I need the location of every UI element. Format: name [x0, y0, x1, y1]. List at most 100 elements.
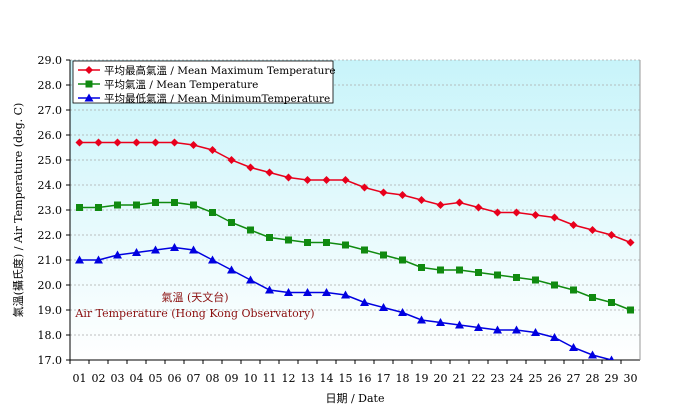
x-tick-label: 28	[586, 372, 600, 385]
legend-label: 平均氣溫 / Mean Temperature	[104, 78, 258, 91]
data-point	[170, 138, 179, 147]
data-point	[285, 236, 292, 244]
data-point	[265, 285, 274, 294]
data-point	[151, 245, 160, 254]
data-point	[189, 141, 198, 149]
data-point	[171, 199, 178, 206]
data-point	[418, 264, 425, 271]
x-tick-label: 01	[73, 372, 87, 385]
x-tick-label: 12	[282, 372, 296, 385]
x-tick-label: 21	[453, 372, 467, 385]
legend-marker	[85, 80, 93, 88]
x-tick-label: 15	[339, 372, 353, 385]
data-point	[151, 138, 160, 147]
data-point	[550, 213, 559, 222]
data-point	[475, 269, 482, 276]
data-point	[474, 323, 483, 331]
data-point	[608, 299, 615, 306]
data-point	[436, 318, 445, 326]
data-point	[360, 183, 369, 192]
data-point	[323, 239, 330, 246]
data-point	[75, 138, 84, 147]
x-tick-label: 23	[491, 372, 505, 385]
x-tick-label: 27	[567, 372, 581, 385]
data-point	[342, 241, 349, 249]
x-tick-label: 05	[149, 372, 163, 385]
data-point	[589, 294, 596, 301]
x-tick-label: 03	[111, 372, 125, 385]
data-point	[208, 255, 217, 264]
y-tick-label: 17.0	[38, 354, 63, 367]
x-tick-label: 04	[130, 372, 144, 385]
x-tick-label: 24	[510, 372, 524, 385]
data-point	[76, 204, 83, 211]
y-tick-label: 18.0	[38, 329, 63, 342]
data-point	[550, 333, 559, 341]
x-tick-label: 06	[168, 372, 182, 385]
x-tick-label: 02	[92, 372, 106, 385]
data-point	[341, 176, 350, 184]
x-tick-label: 26	[548, 372, 562, 385]
data-point	[417, 196, 426, 204]
data-point	[455, 198, 464, 207]
data-point	[304, 239, 311, 246]
data-point	[361, 246, 368, 254]
data-point	[531, 328, 540, 336]
data-point	[493, 325, 502, 334]
x-tick-label: 13	[301, 372, 315, 385]
data-point	[189, 245, 198, 254]
y-tick-label: 23.0	[38, 204, 63, 217]
legend-marker	[85, 66, 93, 74]
x-tick-label: 07	[187, 372, 201, 385]
data-point	[456, 266, 463, 274]
y-tick-label: 22.0	[38, 229, 63, 242]
x-tick-label: 17	[377, 372, 391, 385]
data-point	[265, 168, 274, 177]
x-tick-label: 14	[320, 372, 334, 385]
data-point	[569, 221, 578, 229]
data-point	[227, 265, 236, 274]
data-point	[208, 146, 217, 154]
data-point	[513, 274, 520, 281]
annotation-en: Air Temperature (Hong Kong Observatory)	[74, 307, 314, 320]
data-point	[132, 248, 141, 256]
data-point	[266, 234, 273, 241]
y-tick-label: 25.0	[38, 154, 63, 167]
data-point	[474, 203, 483, 212]
data-point	[113, 250, 122, 259]
x-tick-label: 30	[624, 372, 638, 385]
data-point	[284, 288, 293, 296]
x-tick-label: 18	[396, 372, 410, 385]
data-point	[247, 226, 254, 234]
data-point	[94, 255, 103, 264]
data-point	[588, 226, 597, 234]
x-tick-label: 16	[358, 372, 372, 385]
legend-label: 平均最低氣溫 / Mean MinimumTemperature	[104, 92, 330, 105]
x-axis-label: 日期 / Date	[325, 392, 384, 405]
data-point	[94, 138, 103, 147]
data-point	[114, 201, 121, 209]
data-point	[360, 298, 369, 306]
data-point	[607, 231, 616, 239]
y-tick-label: 27.0	[38, 104, 63, 117]
data-point	[398, 308, 407, 316]
data-point	[95, 204, 102, 211]
data-point	[380, 251, 387, 259]
data-point	[75, 255, 84, 264]
data-point	[303, 288, 312, 296]
data-point	[493, 208, 502, 217]
data-point	[132, 138, 141, 147]
x-tick-label: 22	[472, 372, 486, 385]
data-point	[170, 243, 179, 251]
data-point	[569, 343, 578, 351]
x-tick-label: 29	[605, 372, 619, 385]
x-tick-label: 19	[415, 372, 429, 385]
data-point	[284, 173, 293, 182]
data-point	[322, 288, 331, 296]
data-point	[341, 290, 350, 299]
x-tick-label: 10	[244, 372, 258, 385]
data-point	[436, 201, 445, 209]
